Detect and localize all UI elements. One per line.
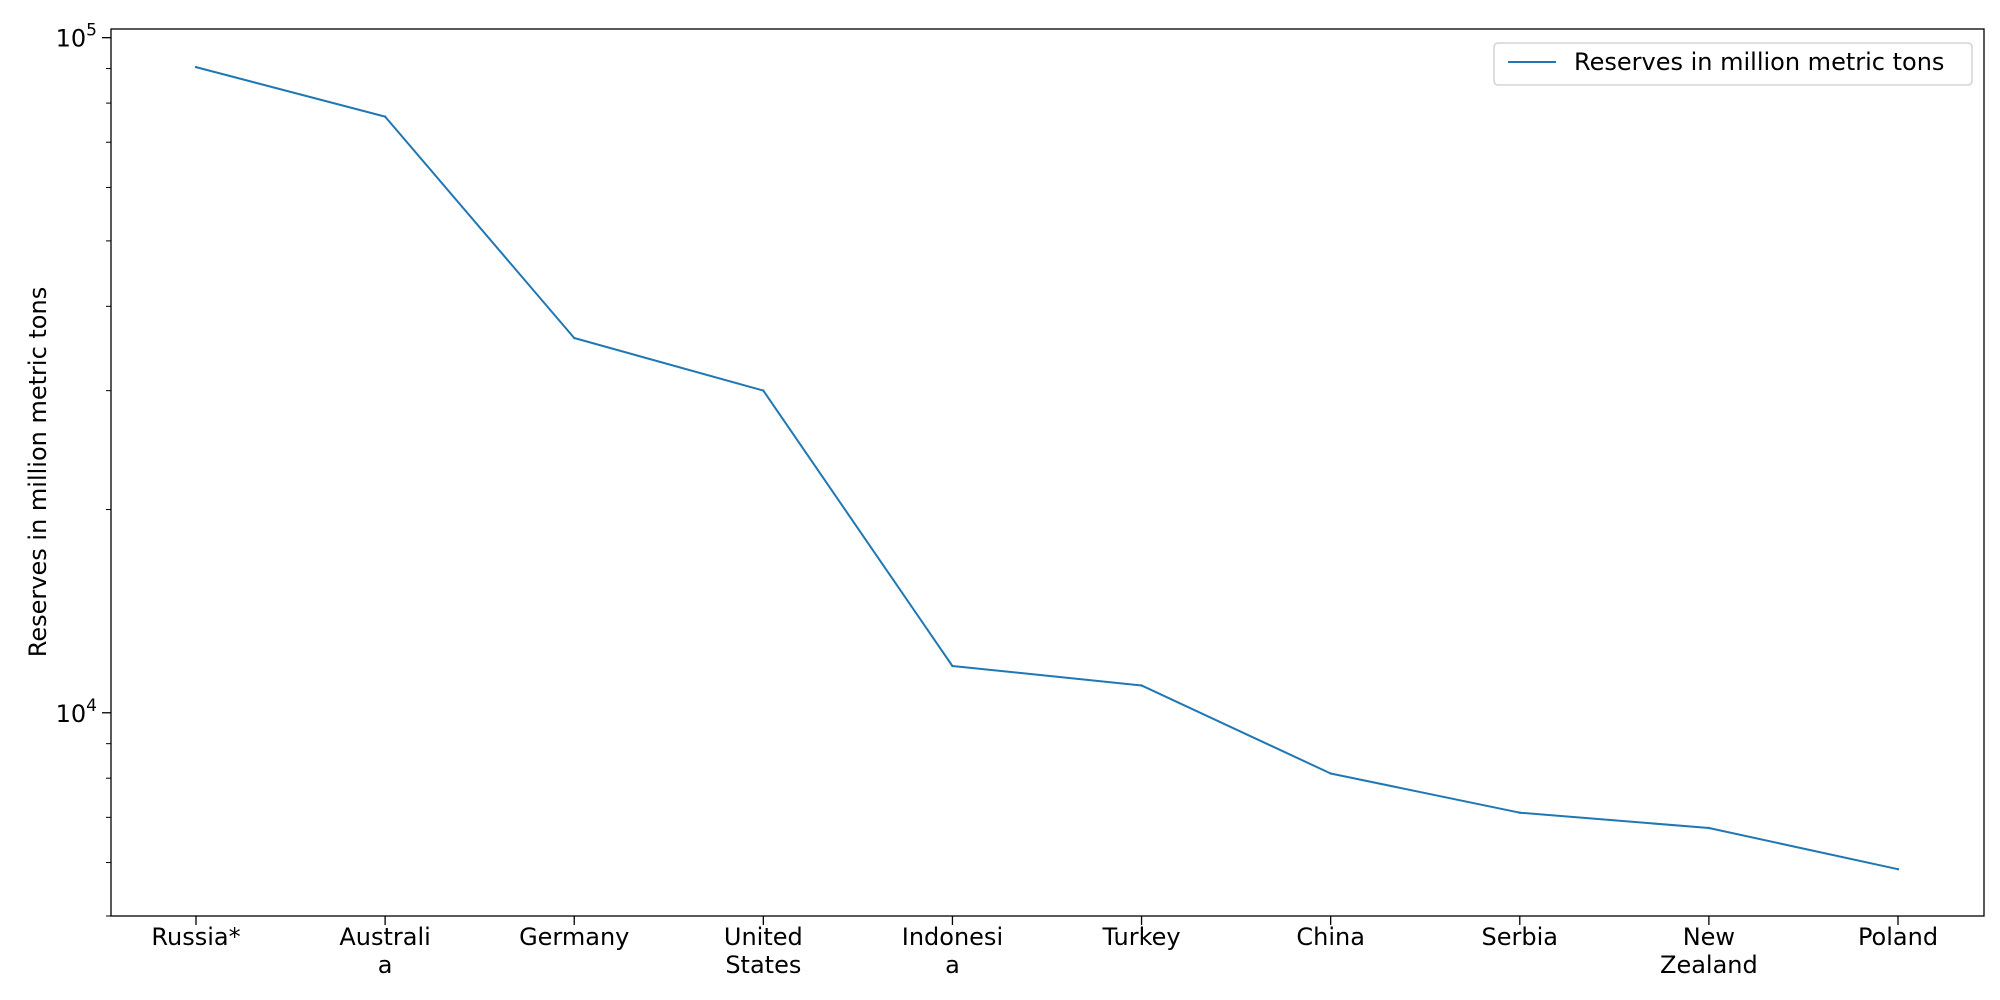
legend-box — [1493, 42, 1973, 86]
data-point — [1140, 684, 1143, 687]
y-axis-ticks: 104 105 — [56, 21, 111, 917]
y-axis-label: Reserves in million metric tons — [24, 287, 52, 657]
y-tick-label: 105 — [56, 21, 97, 53]
x-tick-label: Russia* — [151, 923, 240, 951]
y-tick-label: 104 — [56, 696, 97, 728]
x-tick-label: Indonesi a — [902, 923, 1003, 979]
x-tick-label: New Zealand — [1660, 923, 1758, 979]
x-tick-label: Serbia — [1482, 923, 1558, 951]
data-point — [951, 664, 954, 668]
x-tick-label: United States — [724, 923, 803, 979]
data-point — [1896, 868, 1900, 871]
data-point — [573, 336, 576, 340]
x-tick-label: Australi a — [339, 923, 430, 979]
x-axis-ticks: Russia* Australi a Germany United States Indon… — [151, 916, 1938, 979]
legend-series-label: Reserves in million metric tons — [1574, 48, 1944, 76]
series-line — [195, 66, 1899, 871]
legend: Reserves in million metric tons — [1493, 42, 1973, 86]
data-point — [383, 115, 387, 118]
x-tick-label: Poland — [1858, 923, 1938, 951]
x-tick-label: Germany — [519, 923, 629, 951]
plot-frame — [110, 28, 1985, 917]
data-point — [762, 389, 765, 392]
x-tick-label: Turkey — [1102, 923, 1181, 951]
data-point — [1518, 811, 1521, 814]
x-tick-label: China — [1296, 923, 1365, 951]
series-layer — [194, 65, 1900, 871]
data-point — [1329, 772, 1332, 775]
data-point — [1707, 826, 1711, 830]
data-point — [194, 65, 198, 69]
